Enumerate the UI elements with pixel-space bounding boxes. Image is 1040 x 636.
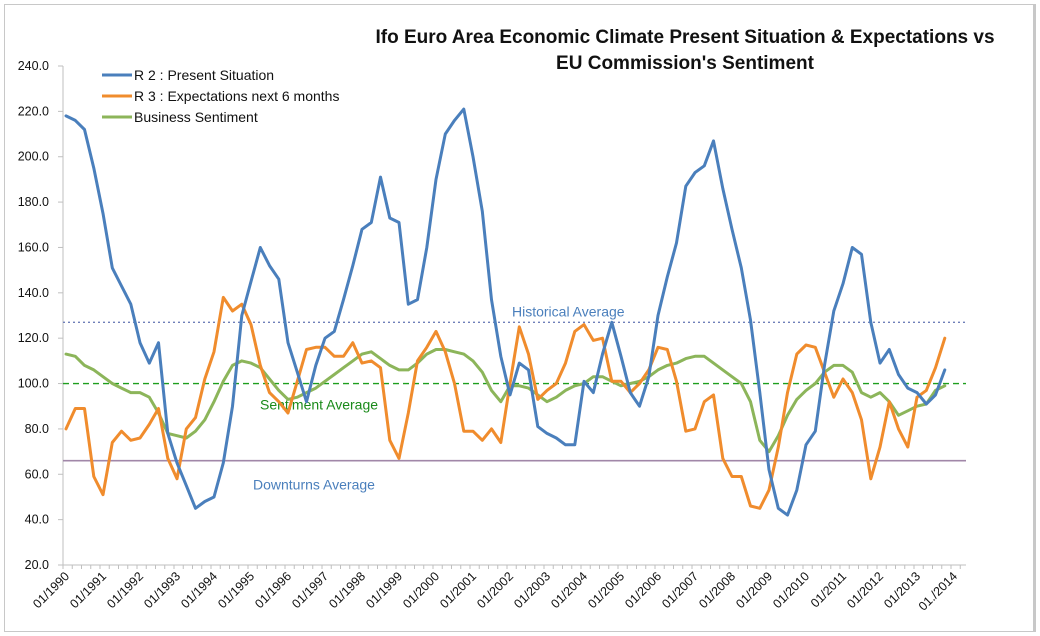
- y-tick-label: 60.0: [25, 467, 49, 481]
- y-tick-label: 40.0: [25, 513, 49, 527]
- chart-title-line-1: Ifo Euro Area Economic Climate Present S…: [375, 27, 994, 48]
- x-tick-label: 01/1994: [178, 569, 220, 611]
- x-tick-label: 01/2011: [808, 569, 849, 610]
- x-tick-label: 01/2006: [622, 569, 664, 611]
- reference-label-historical-average: Historical Average: [512, 303, 625, 319]
- x-tick-label: 01/2007: [659, 569, 701, 611]
- series-line-r-2-present-situation: [64, 107, 947, 517]
- x-tick-label: 01/1991: [67, 569, 109, 611]
- y-tick-label: 80.0: [25, 422, 49, 436]
- x-tick-label: 01/2009: [733, 569, 775, 611]
- x-tick-label: 01/2004: [548, 569, 590, 611]
- x-tick-label: 01/1993: [141, 569, 183, 611]
- y-tick-label: 240.0: [18, 59, 49, 73]
- x-tick-label: 01/1998: [326, 569, 368, 611]
- x-tick-label: 01/1999: [363, 569, 405, 611]
- y-tick-label: 200.0: [18, 150, 49, 164]
- x-tick-label: 01/1992: [104, 569, 146, 611]
- reference-label-downturns-average: Downturns Average: [253, 477, 375, 493]
- x-tick-label: 01/2000: [400, 569, 442, 611]
- axes: 20.0 40.0 60.0 80.0 100.0 120.0 140.0 160.0 180.…: [18, 59, 966, 614]
- y-tick-label: 20.0: [25, 558, 49, 572]
- y-tick-label: 180.0: [18, 195, 49, 209]
- y-tick-label: 220.0: [18, 104, 49, 118]
- series-line-business-sentiment: [64, 348, 947, 454]
- x-tick-label: 01/2005: [585, 569, 627, 611]
- series-lines: [64, 107, 947, 517]
- x-tick-label: 01/2001: [437, 569, 479, 611]
- legend-label: R 2 : Present Situation: [134, 67, 274, 83]
- legend: R 2 : Present Situation R 3 : Expectation…: [102, 67, 339, 125]
- chart-title-line-2: EU Commission's Sentiment: [556, 53, 815, 74]
- x-tick-label: 01/2010: [770, 569, 812, 611]
- x-tick-label: 01/2003: [511, 569, 553, 611]
- y-tick-label: 100.0: [18, 377, 49, 391]
- y-tick-label: 160.0: [18, 240, 49, 254]
- x-tick-label: 01/2002: [474, 569, 516, 611]
- x-tick-label: 01./2014: [916, 569, 960, 613]
- x-tick-label: 01/1990: [30, 569, 72, 611]
- series-line-r-3-expectations-next-6-months: [64, 295, 947, 510]
- x-tick-label: 01/1996: [252, 569, 294, 611]
- x-tick-label: 01/2008: [696, 569, 738, 611]
- x-tick-label: 01/2012: [844, 569, 886, 611]
- x-tick-label: 01/1997: [289, 569, 331, 611]
- legend-label: Business Sentiment: [134, 109, 258, 125]
- x-tick-label: 01/1995: [215, 569, 257, 611]
- legend-label: R 3 : Expectations next 6 months: [134, 88, 339, 104]
- chart-frame: [4, 4, 1036, 632]
- y-tick-label: 120.0: [18, 331, 49, 345]
- y-tick-label: 140.0: [18, 286, 49, 300]
